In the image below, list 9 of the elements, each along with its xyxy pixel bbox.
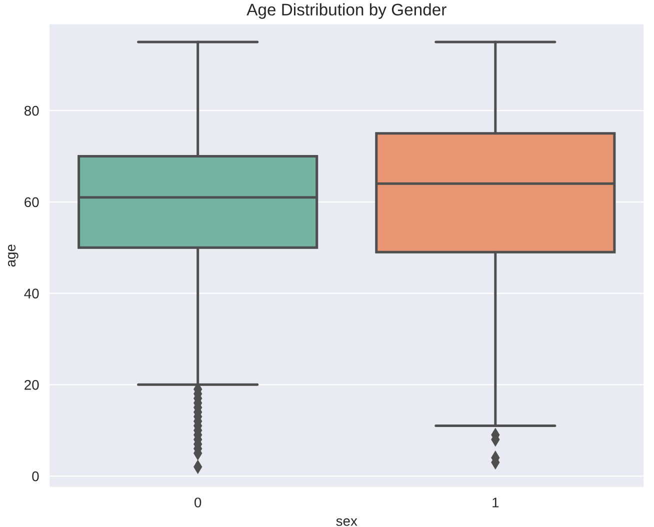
y-tick-label: 40 [24, 288, 39, 298]
y-tick-label: 0 [32, 471, 39, 482]
y-tick-label: 60 [24, 197, 39, 208]
y-tick-label: 20 [24, 380, 39, 390]
y-tick-label: 80 [24, 106, 39, 116]
chart-title: Age Distribution by Gender [246, 3, 446, 19]
y-axis-title: age [8, 244, 18, 267]
x-tick-label: 1 [492, 498, 499, 508]
x-axis-title: sex [336, 518, 358, 526]
